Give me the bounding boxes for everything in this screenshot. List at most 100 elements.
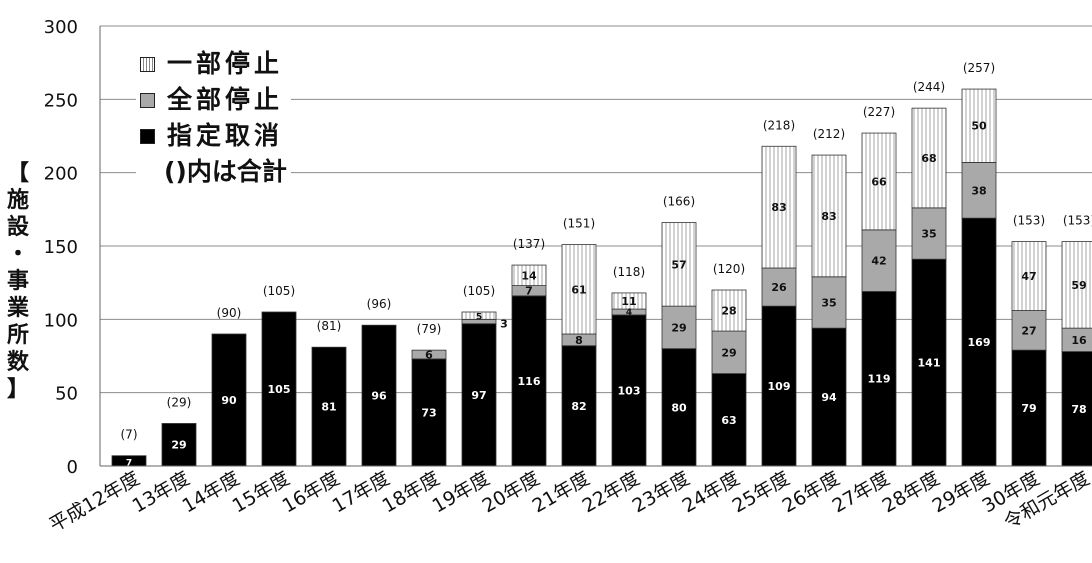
data-label-full: 26 [771, 281, 787, 294]
bar-segment-partial [561, 244, 597, 335]
bar-segment-partial [1011, 241, 1047, 311]
y-axis-label-char: 業 [6, 296, 29, 321]
data-label-partial: 11 [621, 295, 636, 308]
x-tick-label: 21年度 [529, 467, 594, 517]
total-label: (137) [513, 237, 545, 251]
total-label: (29) [167, 395, 192, 409]
data-label-partial: 5 [476, 313, 482, 323]
bar-segment-partial [1061, 241, 1092, 329]
x-tick-label: 14年度 [179, 467, 244, 517]
total-label: (151) [563, 217, 595, 231]
x-tick-label: 20年度 [479, 467, 544, 517]
data-label-partial: 57 [671, 258, 686, 271]
legend-item-revoke: 指定取消 [140, 118, 287, 154]
bar-segment-revoke [611, 314, 647, 467]
data-label-partial: 28 [721, 305, 736, 318]
y-axis-label-char: 所 [6, 323, 29, 348]
bar-segment-partial [861, 132, 897, 231]
y-axis-label-char: ・ [6, 242, 29, 267]
data-label-revoke: 94 [821, 391, 837, 404]
total-label: (166) [663, 195, 695, 209]
bar-segment-revoke [861, 291, 897, 467]
data-label-revoke: 103 [618, 384, 641, 397]
x-tick-label: 16年度 [279, 467, 344, 517]
data-label-full: 35 [821, 296, 836, 309]
data-label-partial: 59 [1071, 279, 1086, 292]
data-label-full: 38 [971, 184, 986, 197]
bar-segment-full [761, 267, 797, 307]
x-tick-label: 22年度 [579, 467, 644, 517]
bar-segment-revoke [361, 324, 397, 467]
x-tick-label: 15年度 [229, 467, 294, 517]
legend-item-full: 全部停止 [140, 82, 287, 118]
y-tick-label: 200 [44, 164, 78, 185]
data-label-partial: 50 [971, 120, 987, 133]
y-tick-label: 250 [44, 90, 78, 111]
x-tick-label: 26年度 [779, 467, 844, 517]
x-tick-label: 25年度 [729, 467, 794, 517]
data-label-full: 6 [425, 349, 433, 362]
data-label-full: 4 [626, 308, 632, 318]
legend-swatch-partial [140, 56, 155, 72]
data-label-full: 16 [1071, 334, 1087, 347]
bar-segment-revoke [311, 346, 347, 467]
bar-segment-revoke [261, 311, 297, 467]
x-tick-label: 23年度 [629, 467, 694, 517]
bar-segment-full [711, 330, 747, 375]
bar-segment-revoke [761, 305, 797, 467]
bar-segment-full [911, 207, 947, 260]
data-label-revoke: 79 [1021, 402, 1036, 415]
data-label-partial: 83 [821, 210, 836, 223]
y-tick-label: 0 [67, 457, 78, 478]
legend-label-full: 全部停止 [167, 85, 284, 114]
legend-label-partial: 一部停止 [167, 49, 284, 78]
data-label-full: 42 [871, 255, 886, 268]
data-label-revoke: 97 [471, 389, 486, 402]
x-tick-label: 28年度 [879, 467, 944, 517]
total-label: (81) [317, 319, 342, 333]
y-tick-label: 300 [44, 17, 78, 38]
total-label: (90) [217, 306, 242, 320]
bar-segment-full [811, 276, 847, 329]
data-label-partial: 61 [571, 283, 586, 296]
y-tick-label: 50 [55, 384, 78, 405]
y-axis-label-char: 】 [6, 377, 29, 402]
bar-segment-partial [761, 145, 797, 269]
data-label-full: 8 [575, 334, 583, 347]
total-label: (7) [121, 428, 138, 442]
x-tick-label: 29年度 [929, 467, 994, 517]
data-label-revoke: 105 [268, 383, 291, 396]
y-tick-label: 100 [44, 310, 78, 331]
x-tick-label: 平成12年度 [46, 467, 144, 536]
bar-segment-revoke [211, 333, 247, 467]
x-tick-label: 19年度 [429, 467, 494, 517]
data-label-full: 7 [525, 285, 533, 298]
x-tick-label: 13年度 [129, 467, 194, 517]
legend-swatch-revoke [140, 128, 155, 144]
legend-swatch-full [140, 92, 155, 108]
legend-label-revoke: 指定取消 [167, 121, 284, 150]
total-label: (218) [763, 118, 795, 132]
y-tick-label: 150 [44, 237, 78, 258]
data-label-partial: 14 [521, 269, 537, 282]
data-label-partial: 66 [871, 175, 887, 188]
data-label-revoke: 141 [918, 357, 941, 370]
bar-segment-revoke [161, 423, 197, 467]
bar-segment-full [1011, 310, 1047, 351]
data-label-revoke: 63 [721, 414, 736, 427]
total-label: (79) [417, 322, 442, 336]
bar-segment-partial [711, 289, 747, 332]
bar-segment-partial [611, 292, 647, 310]
total-label: (244) [913, 80, 945, 94]
bar-segment-partial [661, 222, 697, 307]
data-label-full: 35 [921, 228, 936, 241]
total-label: (153) [1013, 214, 1045, 228]
bar-segment-revoke [461, 323, 497, 467]
data-label-revoke: 90 [221, 394, 237, 407]
data-label-revoke: 73 [421, 406, 436, 419]
data-label-revoke: 116 [518, 375, 541, 388]
bar-segment-partial [511, 264, 547, 287]
data-label-revoke: 119 [868, 373, 891, 386]
legend-note: ()内は合計 [164, 157, 287, 186]
